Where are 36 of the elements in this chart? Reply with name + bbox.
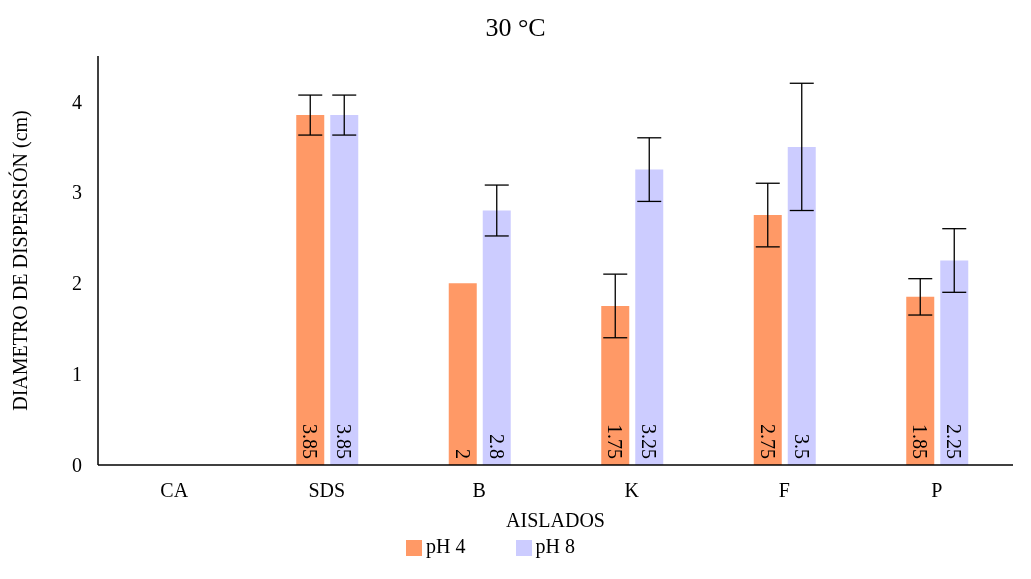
y-tick-label: 2	[72, 272, 82, 295]
data-label: 3.85	[299, 424, 322, 459]
x-tick-label: K	[624, 479, 640, 502]
bar	[940, 260, 969, 465]
bar	[330, 115, 359, 465]
x-tick-label: B	[472, 479, 486, 502]
bar	[787, 146, 816, 465]
y-tick-label: 0	[72, 454, 82, 477]
data-label: 3.25	[638, 424, 661, 459]
legend-label: pH 8	[535, 535, 575, 557]
data-label: 1.85	[909, 424, 932, 459]
data-label: 2.25	[943, 424, 966, 459]
bar	[906, 296, 935, 465]
x-tick-label: SDS	[308, 479, 346, 502]
x-tick-label: P	[931, 479, 943, 502]
data-label: 1.75	[604, 424, 627, 459]
data-label: 2	[451, 449, 474, 459]
x-tick-label: F	[778, 479, 790, 502]
data-label: 3.5	[790, 434, 813, 459]
bar	[601, 305, 630, 465]
bar	[448, 283, 477, 465]
data-label: 2.75	[756, 424, 779, 459]
y-tick-label: 3	[72, 181, 82, 204]
y-tick-label: 4	[72, 90, 82, 113]
chart-title: 30 °C	[484, 12, 547, 44]
bar	[296, 115, 325, 465]
bar	[635, 169, 664, 465]
x-tick-label: CA	[160, 479, 189, 502]
x-axis-title: AISLADOS	[506, 509, 605, 531]
y-tick-label: 1	[72, 363, 82, 386]
y-axis-title: DIAMETRO DE DISPERSIÓN (cm)	[8, 110, 33, 411]
data-label: 3.85	[333, 424, 356, 459]
bar	[753, 215, 782, 465]
legend-label: pH 4	[426, 535, 466, 557]
bar	[482, 210, 511, 465]
data-label: 2.8	[485, 434, 508, 459]
